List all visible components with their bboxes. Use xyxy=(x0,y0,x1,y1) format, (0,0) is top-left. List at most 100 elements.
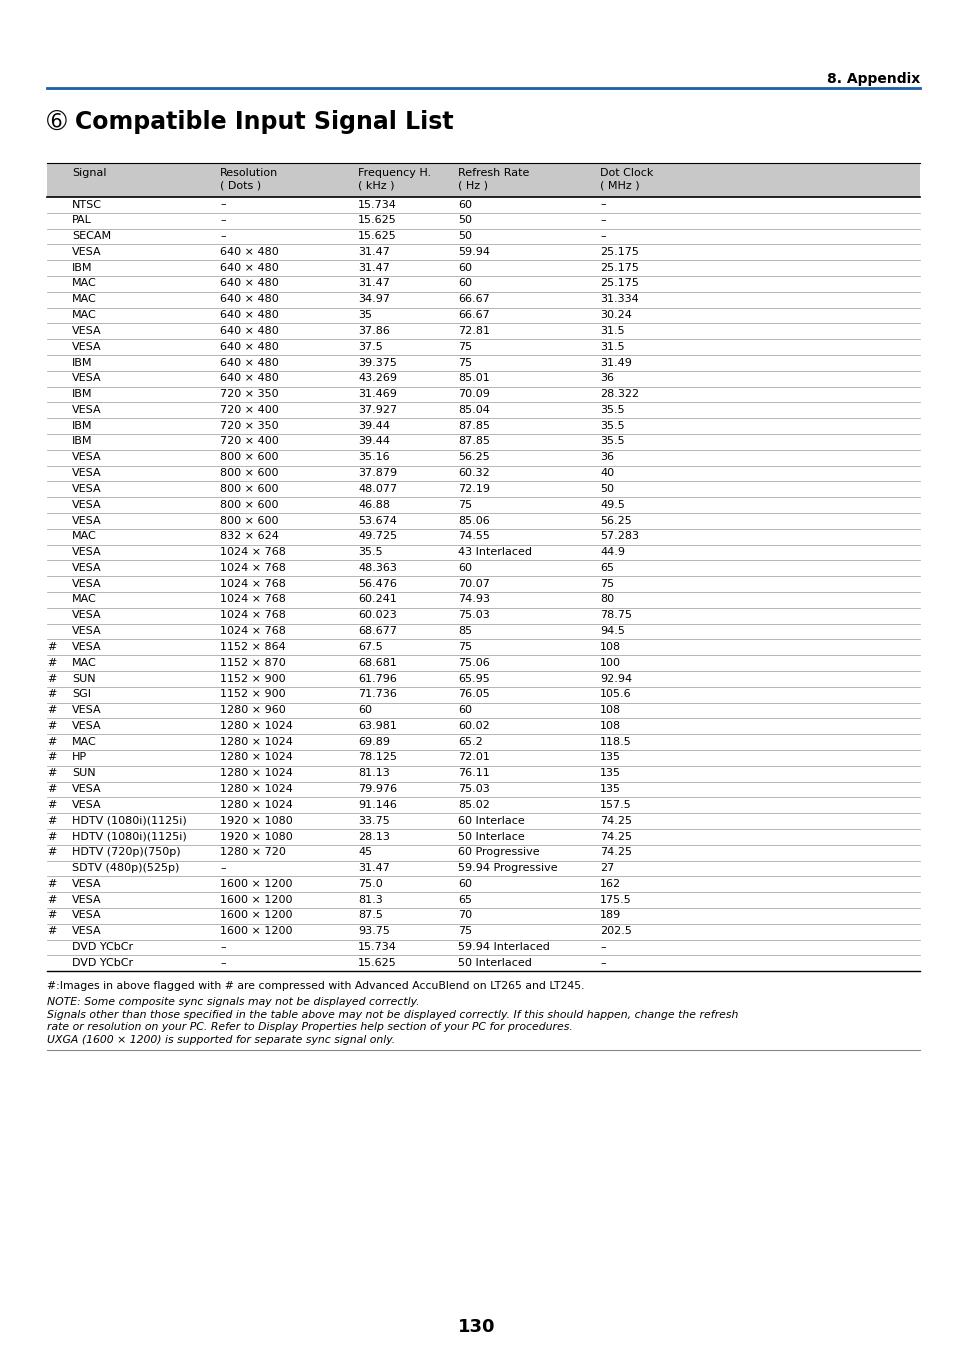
Text: 1024 × 768: 1024 × 768 xyxy=(220,563,286,573)
Text: SDTV (480p)(525p): SDTV (480p)(525p) xyxy=(71,863,179,874)
Text: 74.25: 74.25 xyxy=(599,816,631,826)
Text: 1600 × 1200: 1600 × 1200 xyxy=(220,910,293,921)
Text: MAC: MAC xyxy=(71,531,96,542)
Text: 33.75: 33.75 xyxy=(357,816,390,826)
Text: IBM: IBM xyxy=(71,263,92,272)
Text: 31.47: 31.47 xyxy=(357,247,390,257)
Text: 85.01: 85.01 xyxy=(457,373,489,383)
Text: Refresh Rate
( Hz ): Refresh Rate ( Hz ) xyxy=(457,168,529,190)
Text: 25.175: 25.175 xyxy=(599,247,639,257)
Text: MAC: MAC xyxy=(71,737,96,747)
Text: 75.03: 75.03 xyxy=(457,785,489,794)
Text: SGI: SGI xyxy=(71,689,91,700)
Text: 74.25: 74.25 xyxy=(599,832,631,841)
Text: 1152 × 870: 1152 × 870 xyxy=(220,658,286,667)
Text: 67.5: 67.5 xyxy=(357,642,382,652)
Text: 35.16: 35.16 xyxy=(357,453,389,462)
Text: VESA: VESA xyxy=(71,500,102,510)
Text: VESA: VESA xyxy=(71,799,102,810)
Text: 76.05: 76.05 xyxy=(457,689,489,700)
Text: VESA: VESA xyxy=(71,373,102,383)
Text: 1024 × 768: 1024 × 768 xyxy=(220,547,286,557)
Text: 56.25: 56.25 xyxy=(457,453,489,462)
Text: 1600 × 1200: 1600 × 1200 xyxy=(220,926,293,937)
Text: 46.88: 46.88 xyxy=(357,500,390,510)
Text: 640 × 480: 640 × 480 xyxy=(220,294,278,305)
Text: 60: 60 xyxy=(457,879,472,888)
Text: –: – xyxy=(599,200,605,209)
Text: 50: 50 xyxy=(599,484,614,493)
Text: #: # xyxy=(47,705,56,714)
Text: 87.5: 87.5 xyxy=(357,910,382,921)
Text: 1024 × 768: 1024 × 768 xyxy=(220,611,286,620)
Text: 1152 × 900: 1152 × 900 xyxy=(220,689,285,700)
Text: –: – xyxy=(220,942,226,952)
Text: 25.175: 25.175 xyxy=(599,279,639,288)
Text: VESA: VESA xyxy=(71,625,102,636)
Text: 78.125: 78.125 xyxy=(357,752,396,763)
Text: 800 × 600: 800 × 600 xyxy=(220,484,278,493)
Text: SECAM: SECAM xyxy=(71,231,111,241)
Text: 40: 40 xyxy=(599,468,614,479)
Text: 640 × 480: 640 × 480 xyxy=(220,263,278,272)
Text: 49.5: 49.5 xyxy=(599,500,624,510)
Text: #: # xyxy=(47,895,56,905)
Text: 1280 × 960: 1280 × 960 xyxy=(220,705,286,714)
Text: 85.04: 85.04 xyxy=(457,404,489,415)
Text: 75.06: 75.06 xyxy=(457,658,489,667)
Text: 59.94 Progressive: 59.94 Progressive xyxy=(457,863,558,874)
Text: 31.47: 31.47 xyxy=(357,863,390,874)
Text: 75: 75 xyxy=(599,578,614,589)
Text: #: # xyxy=(47,674,56,683)
Text: 65: 65 xyxy=(599,563,614,573)
Text: 59.94: 59.94 xyxy=(457,247,490,257)
Text: 35: 35 xyxy=(357,310,372,319)
Text: –: – xyxy=(599,958,605,968)
Text: VESA: VESA xyxy=(71,326,102,336)
Text: DVD YCbCr: DVD YCbCr xyxy=(71,942,133,952)
Text: SUN: SUN xyxy=(71,674,95,683)
Text: 65.95: 65.95 xyxy=(457,674,489,683)
Text: 202.5: 202.5 xyxy=(599,926,631,937)
Text: 60: 60 xyxy=(457,563,472,573)
Text: VESA: VESA xyxy=(71,611,102,620)
Text: 72.01: 72.01 xyxy=(457,752,489,763)
Text: 57.283: 57.283 xyxy=(599,531,639,542)
Text: MAC: MAC xyxy=(71,658,96,667)
Text: 640 × 480: 640 × 480 xyxy=(220,279,278,288)
Text: 70.09: 70.09 xyxy=(457,390,489,399)
Text: 87.85: 87.85 xyxy=(457,421,490,431)
Text: Dot Clock
( MHz ): Dot Clock ( MHz ) xyxy=(599,168,653,190)
Text: #: # xyxy=(47,848,56,857)
Text: 45: 45 xyxy=(357,848,372,857)
Text: 36: 36 xyxy=(599,373,614,383)
Text: #: # xyxy=(47,752,56,763)
Text: MAC: MAC xyxy=(71,294,96,305)
Text: MAC: MAC xyxy=(71,310,96,319)
Text: 75.0: 75.0 xyxy=(357,879,382,888)
Text: 720 × 400: 720 × 400 xyxy=(220,437,278,446)
Text: 81.13: 81.13 xyxy=(357,768,390,778)
Text: 15.625: 15.625 xyxy=(357,231,396,241)
Text: 85.06: 85.06 xyxy=(457,515,489,526)
Text: NOTE: Some composite sync signals may not be displayed correctly.: NOTE: Some composite sync signals may no… xyxy=(47,998,419,1007)
Text: MAC: MAC xyxy=(71,279,96,288)
Text: 65.2: 65.2 xyxy=(457,737,482,747)
Text: 640 × 480: 640 × 480 xyxy=(220,247,278,257)
Text: 93.75: 93.75 xyxy=(357,926,390,937)
Text: 91.146: 91.146 xyxy=(357,799,396,810)
Text: 1024 × 768: 1024 × 768 xyxy=(220,625,286,636)
Text: 43.269: 43.269 xyxy=(357,373,396,383)
Text: 37.879: 37.879 xyxy=(357,468,396,479)
Text: Signal: Signal xyxy=(71,168,107,178)
Text: NTSC: NTSC xyxy=(71,200,102,209)
Text: VESA: VESA xyxy=(71,785,102,794)
Text: #: # xyxy=(47,832,56,841)
Text: 1152 × 900: 1152 × 900 xyxy=(220,674,285,683)
Text: –: – xyxy=(220,958,226,968)
Text: VESA: VESA xyxy=(71,926,102,937)
Text: 1024 × 768: 1024 × 768 xyxy=(220,578,286,589)
Text: MAC: MAC xyxy=(71,594,96,604)
Text: 37.5: 37.5 xyxy=(357,341,382,352)
Text: 70: 70 xyxy=(457,910,472,921)
